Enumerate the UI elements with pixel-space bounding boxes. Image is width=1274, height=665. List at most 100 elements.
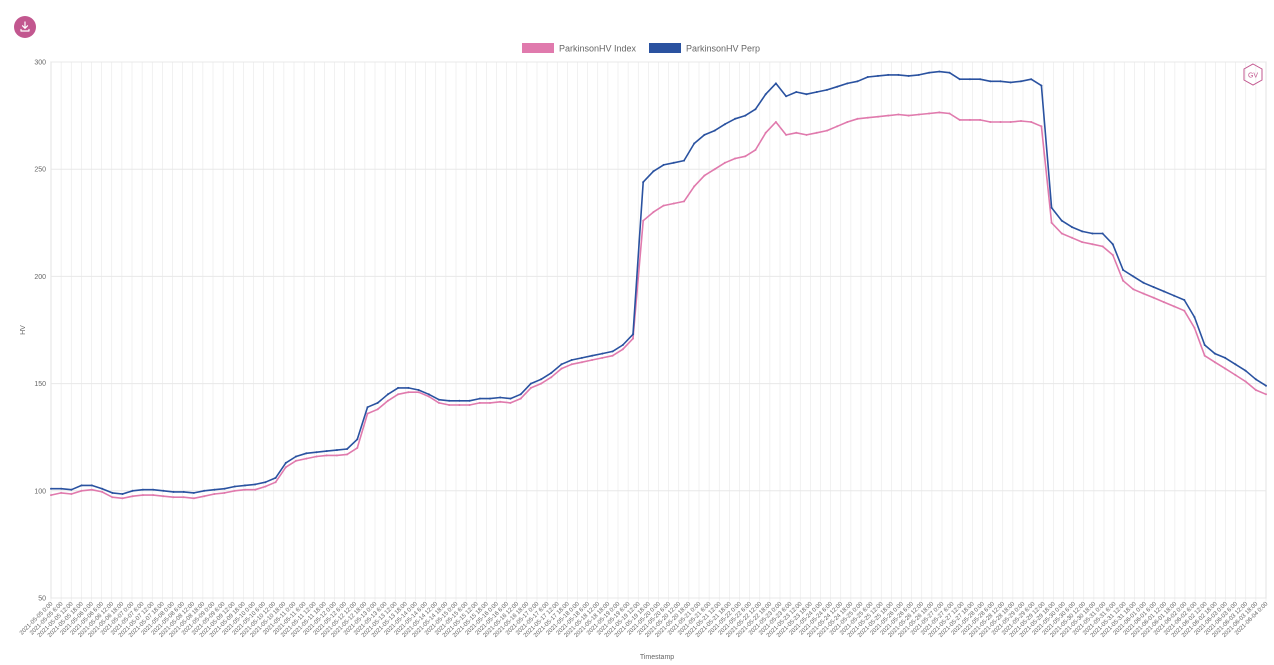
data-point[interactable] <box>1050 206 1053 209</box>
data-point[interactable] <box>90 484 93 487</box>
data-point[interactable] <box>938 111 941 114</box>
data-point[interactable] <box>907 114 910 117</box>
data-point[interactable] <box>846 82 849 85</box>
data-point[interactable] <box>754 148 757 151</box>
data-point[interactable] <box>131 489 134 492</box>
data-point[interactable] <box>499 400 502 403</box>
data-point[interactable] <box>1009 121 1012 123</box>
data-point[interactable] <box>999 80 1002 83</box>
data-point[interactable] <box>580 356 583 359</box>
data-point[interactable] <box>70 493 73 495</box>
data-point[interactable] <box>203 495 206 498</box>
data-point[interactable] <box>131 495 134 498</box>
data-point[interactable] <box>529 382 532 385</box>
data-point[interactable] <box>713 129 716 132</box>
data-point[interactable] <box>80 489 83 492</box>
data-point[interactable] <box>917 113 920 116</box>
data-point[interactable] <box>1193 316 1196 319</box>
data-point[interactable] <box>315 455 318 458</box>
data-point[interactable] <box>448 404 451 406</box>
data-point[interactable] <box>233 489 236 492</box>
data-point[interactable] <box>397 393 400 396</box>
data-point[interactable] <box>468 399 471 402</box>
data-point[interactable] <box>948 112 951 115</box>
data-point[interactable] <box>305 452 308 455</box>
data-point[interactable] <box>662 163 665 166</box>
data-point[interactable] <box>1234 374 1237 376</box>
data-point[interactable] <box>1265 384 1267 387</box>
data-point[interactable] <box>1060 219 1063 222</box>
data-point[interactable] <box>1101 245 1104 248</box>
data-point[interactable] <box>509 401 512 404</box>
data-point[interactable] <box>672 161 675 164</box>
data-point[interactable] <box>1081 230 1084 233</box>
data-point[interactable] <box>570 359 573 361</box>
data-point[interactable] <box>335 454 338 457</box>
data-point[interactable] <box>233 485 236 488</box>
data-point[interactable] <box>284 466 287 469</box>
data-point[interactable] <box>948 71 951 74</box>
data-point[interactable] <box>192 491 195 494</box>
data-point[interactable] <box>366 412 369 415</box>
data-point[interactable] <box>1122 269 1125 271</box>
data-point[interactable] <box>90 488 93 491</box>
data-point[interactable] <box>1203 344 1206 346</box>
data-point[interactable] <box>407 391 410 394</box>
data-point[interactable] <box>1142 281 1145 284</box>
data-point[interactable] <box>1040 125 1043 128</box>
data-point[interactable] <box>1193 326 1196 329</box>
data-point[interactable] <box>979 78 982 81</box>
data-point[interactable] <box>274 476 277 479</box>
data-point[interactable] <box>958 78 961 81</box>
data-point[interactable] <box>703 174 706 177</box>
data-point[interactable] <box>836 85 839 88</box>
data-point[interactable] <box>632 333 634 336</box>
data-point[interactable] <box>101 490 104 493</box>
data-point[interactable] <box>244 488 246 491</box>
data-point[interactable] <box>805 133 808 136</box>
data-point[interactable] <box>509 397 512 400</box>
data-point[interactable] <box>693 185 696 188</box>
data-point[interactable] <box>621 348 624 351</box>
data-point[interactable] <box>560 367 563 370</box>
data-point[interactable] <box>815 131 818 134</box>
data-point[interactable] <box>295 459 297 462</box>
data-point[interactable] <box>121 493 124 495</box>
data-point[interactable] <box>458 404 461 406</box>
data-point[interactable] <box>192 497 195 500</box>
data-point[interactable] <box>468 404 471 406</box>
data-point[interactable] <box>774 121 777 123</box>
data-point[interactable] <box>560 363 563 366</box>
data-point[interactable] <box>254 488 257 491</box>
data-point[interactable] <box>601 352 604 355</box>
data-point[interactable] <box>1009 81 1012 84</box>
data-point[interactable] <box>111 491 114 494</box>
data-point[interactable] <box>968 78 971 81</box>
data-point[interactable] <box>928 112 931 115</box>
data-point[interactable] <box>203 489 206 492</box>
data-point[interactable] <box>611 354 614 357</box>
data-point[interactable] <box>519 397 522 400</box>
data-point[interactable] <box>754 108 757 111</box>
data-point[interactable] <box>795 131 798 134</box>
data-point[interactable] <box>1244 380 1247 383</box>
data-point[interactable] <box>989 121 992 123</box>
data-point[interactable] <box>1132 275 1135 278</box>
data-point[interactable] <box>162 495 165 498</box>
legend[interactable]: ParkinsonHV Index ParkinsonHV Perp <box>522 43 760 54</box>
data-point[interactable] <box>101 487 104 490</box>
data-point[interactable] <box>376 408 379 411</box>
data-point[interactable] <box>386 393 389 396</box>
data-point[interactable] <box>284 461 287 464</box>
data-point[interactable] <box>213 488 216 491</box>
data-point[interactable] <box>846 121 849 123</box>
data-point[interactable] <box>764 93 767 96</box>
data-point[interactable] <box>182 496 185 499</box>
data-point[interactable] <box>744 114 747 117</box>
data-point[interactable] <box>1030 78 1033 81</box>
data-point[interactable] <box>1173 294 1176 297</box>
legend-item-1[interactable]: ParkinsonHV Perp <box>649 43 760 54</box>
data-point[interactable] <box>376 401 379 404</box>
data-point[interactable] <box>397 386 400 389</box>
data-point[interactable] <box>866 116 869 119</box>
